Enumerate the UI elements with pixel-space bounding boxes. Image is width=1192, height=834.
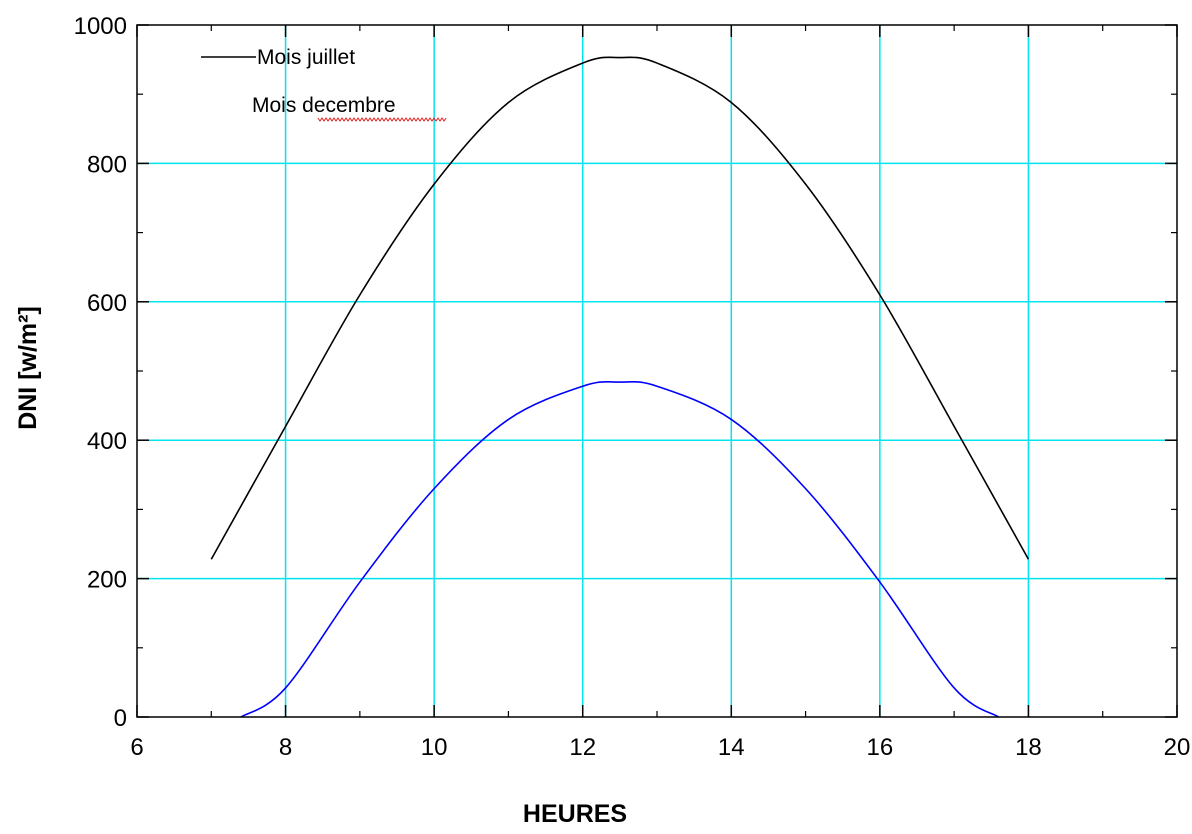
y-tick-label: 1000 — [74, 13, 127, 40]
series-line-decembre — [240, 380, 1000, 718]
x-tick-label: 20 — [1164, 734, 1191, 761]
y-axis-title: DNI [w/m²] — [14, 306, 42, 430]
plot-frame — [136, 24, 1178, 718]
x-tick-label: 16 — [867, 734, 894, 761]
x-tick-label: 6 — [130, 734, 143, 761]
x-tick-label: 8 — [279, 734, 292, 761]
y-tick-label: 400 — [87, 428, 127, 455]
x-tick-label: 12 — [569, 734, 596, 761]
y-tick-label: 0 — [114, 705, 127, 732]
grid-layer — [137, 25, 1177, 717]
legend: Mois juillet Mois decembre — [201, 46, 447, 122]
series-layer — [210, 56, 1030, 718]
y-tick-label: 200 — [87, 567, 127, 594]
x-tick-label: 10 — [421, 734, 448, 761]
y-tick-label: 800 — [87, 151, 127, 178]
x-tick-label: 14 — [718, 734, 745, 761]
x-axis-title: HEURES — [523, 800, 627, 828]
y-tick-label: 600 — [87, 290, 127, 317]
x-tick-label: 18 — [1015, 734, 1042, 761]
spellcheck-squiggle — [317, 117, 447, 122]
legend-label-decembre: Mois decembre — [252, 94, 396, 117]
series-line-juillet — [210, 56, 1030, 560]
legend-label-juillet: Mois juillet — [257, 46, 355, 69]
